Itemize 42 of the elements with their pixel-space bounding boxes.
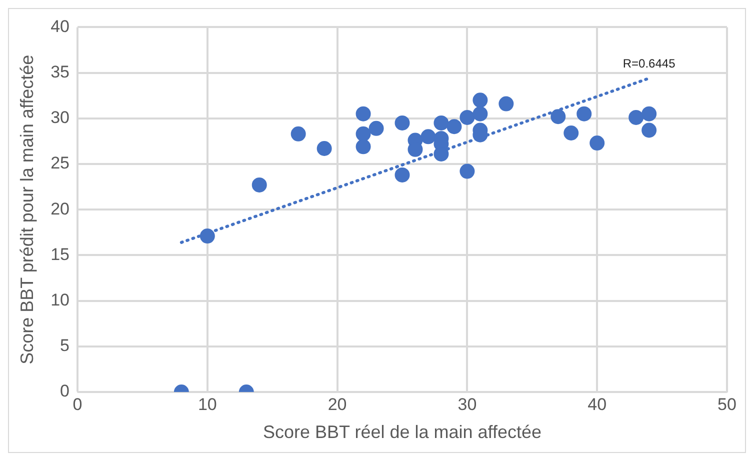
point — [472, 92, 488, 108]
point — [434, 115, 449, 130]
annotation: R=0.6445 — [622, 56, 676, 71]
point — [356, 106, 371, 122]
x-tick-label: 20 — [328, 394, 347, 414]
point — [394, 167, 410, 182]
point — [394, 115, 410, 130]
point — [642, 122, 657, 138]
point — [564, 125, 579, 140]
point — [252, 177, 267, 192]
x-tick-label: 40 — [588, 394, 607, 414]
point — [356, 139, 371, 154]
point — [498, 96, 514, 112]
y-tick-label: 40 — [50, 16, 70, 36]
y-tick-label: 10 — [50, 290, 70, 310]
y-tick-label: 5 — [60, 336, 70, 356]
point — [472, 106, 488, 122]
y-tick-label: 25 — [50, 154, 70, 173]
x-tick-label: 10 — [198, 394, 217, 414]
point — [550, 109, 566, 124]
y-tick-label: 35 — [50, 62, 70, 82]
y-tick-label: 20 — [50, 199, 70, 218]
y-axis-title: Score BBT prédit pour la main affectée — [16, 54, 37, 364]
point — [590, 136, 605, 151]
point — [290, 126, 306, 142]
y-tick-label: 30 — [50, 108, 70, 128]
point — [368, 120, 384, 136]
point — [628, 110, 644, 125]
point — [316, 140, 332, 156]
point — [460, 164, 475, 179]
y-tick-label: 15 — [50, 244, 70, 264]
point — [576, 106, 592, 122]
x-tick-label: 0 — [72, 394, 82, 414]
x-tick-label: 50 — [718, 394, 736, 414]
point — [642, 106, 657, 122]
y-tick-label: 0 — [60, 382, 70, 401]
point — [356, 126, 371, 142]
point — [460, 110, 475, 125]
point — [420, 129, 436, 144]
point — [446, 119, 462, 134]
x-tick-label: 30 — [458, 394, 477, 414]
x-axis-title: Score BBT réel de la main affectée — [263, 422, 542, 442]
